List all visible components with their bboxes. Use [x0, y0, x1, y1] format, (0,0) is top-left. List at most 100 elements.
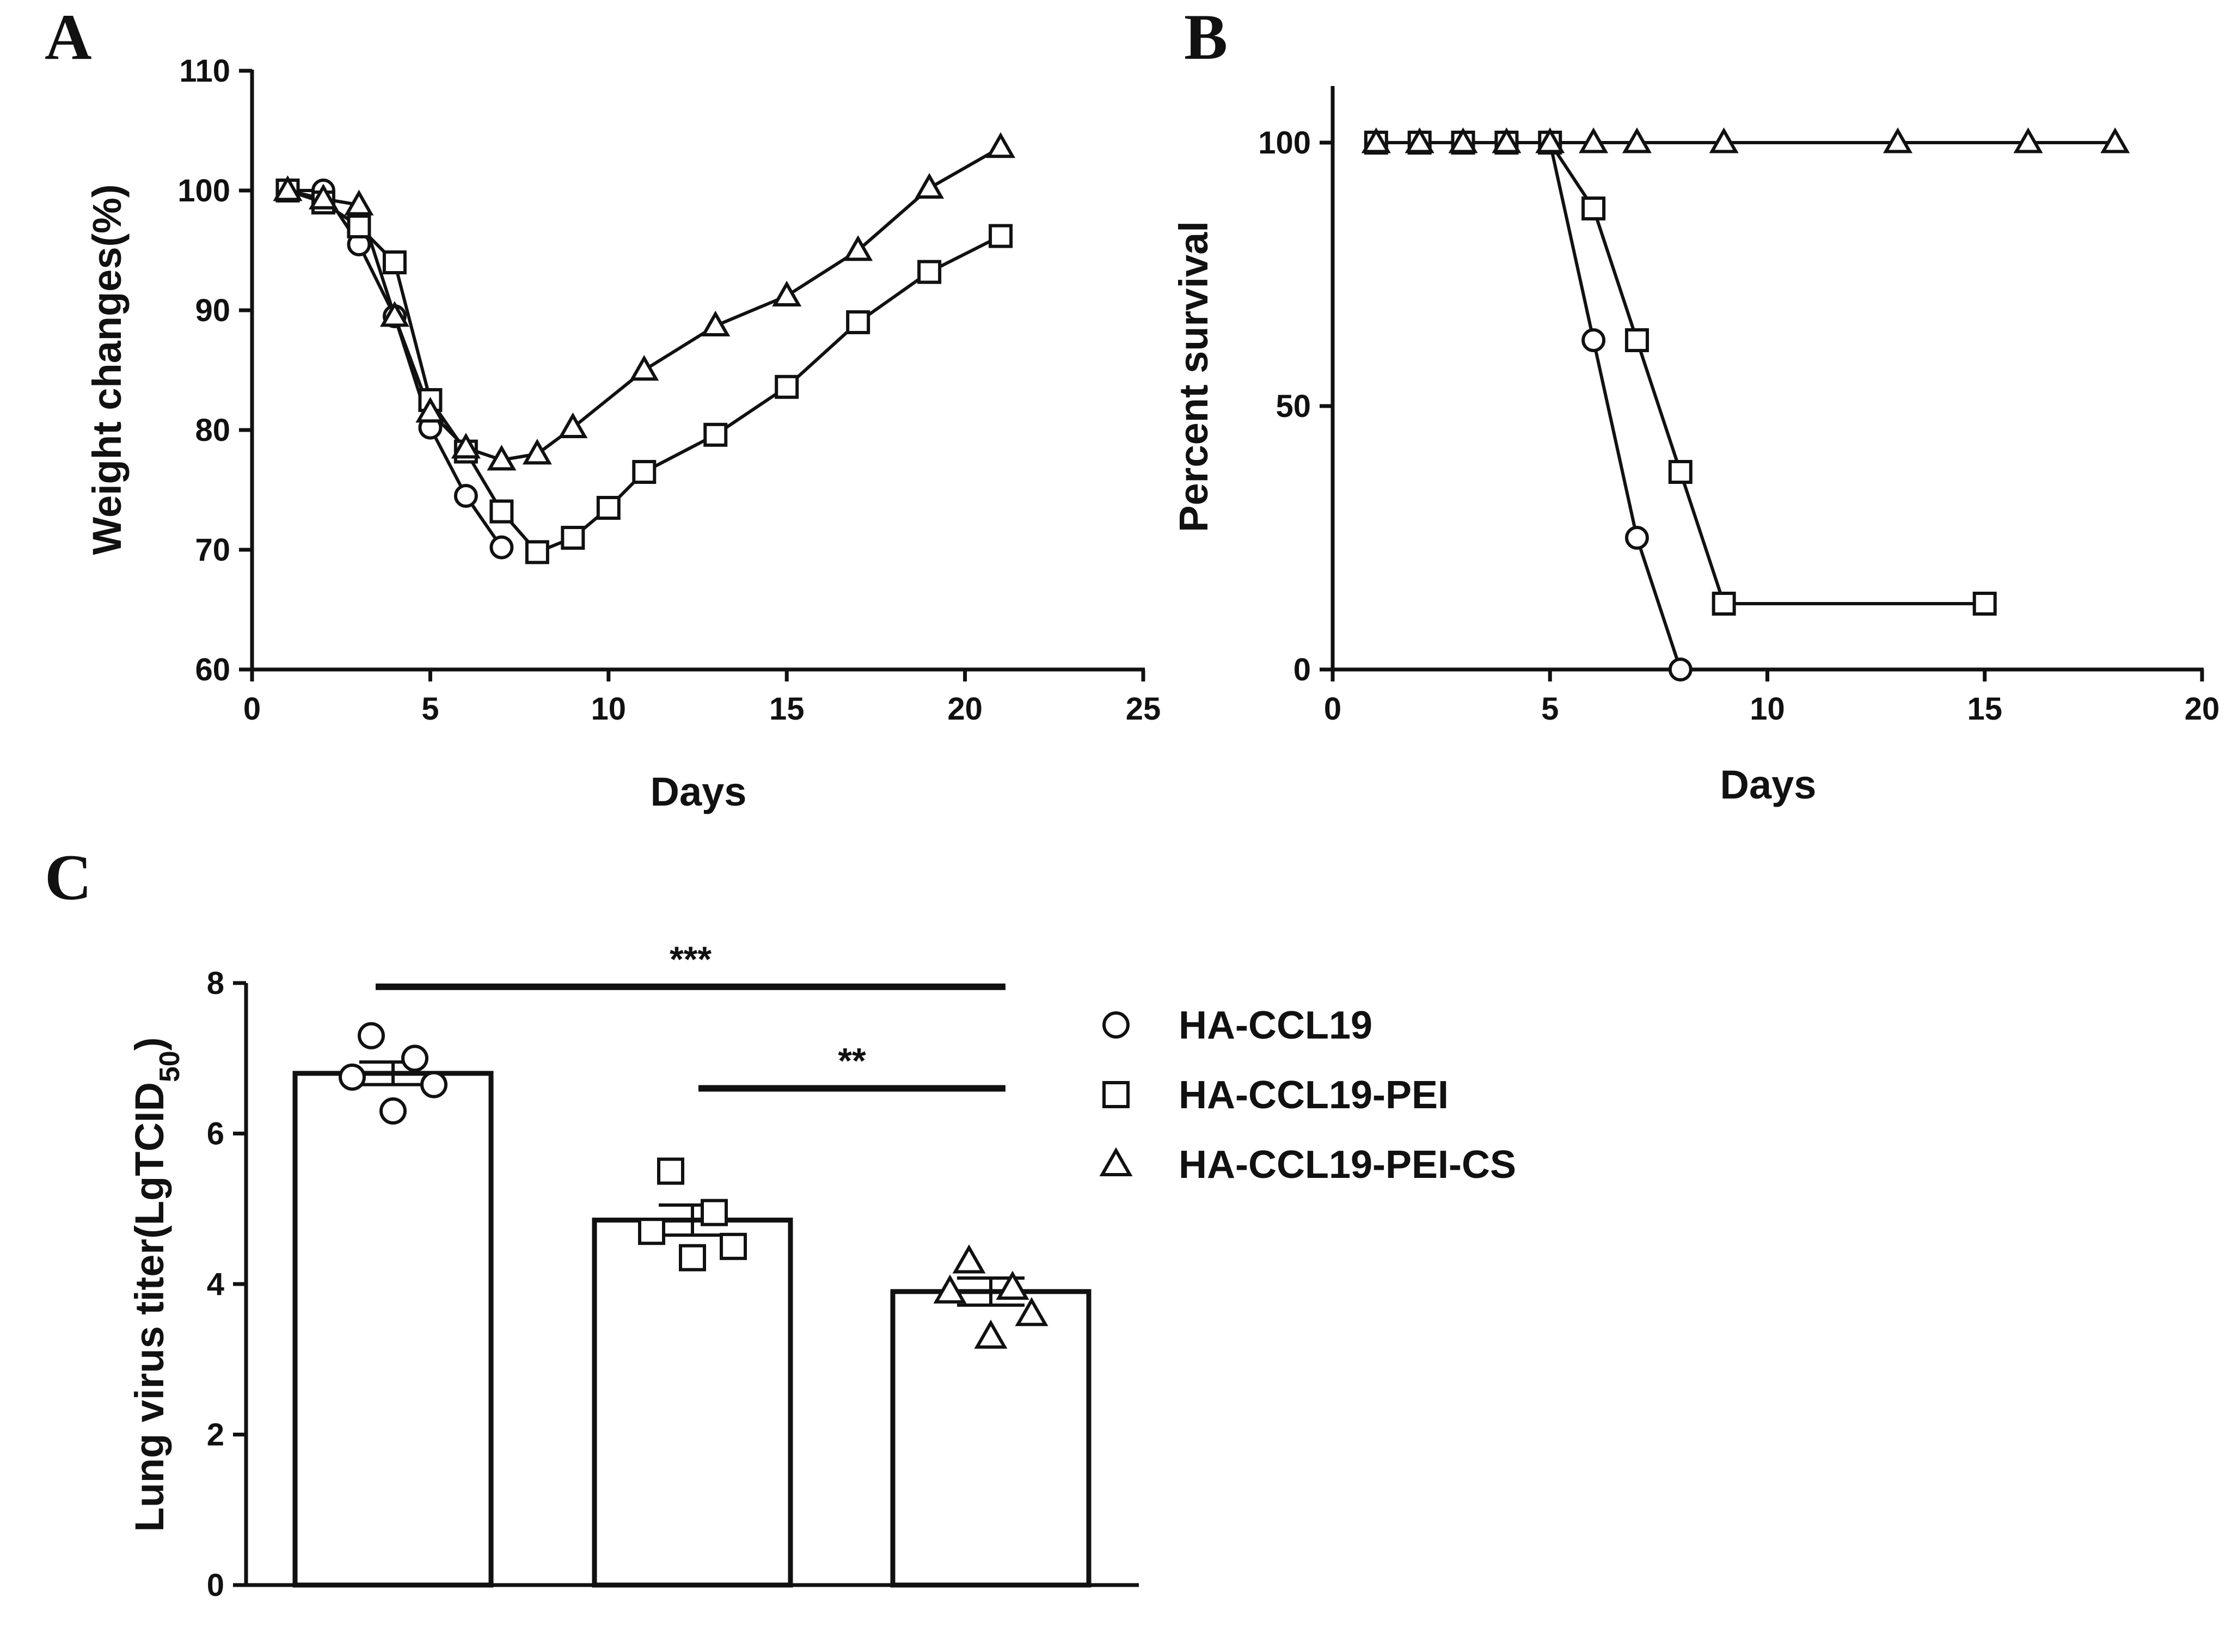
panel-a-point-ha-ccl19-pei-cs — [415, 397, 445, 423]
panel-c-y-tick-label: 2 — [207, 1417, 224, 1453]
legend-marker-square — [1102, 1081, 1130, 1108]
data-point-ha-ccl19-pei-cs — [952, 1244, 986, 1274]
panel-b-point-ha-ccl19-pei-cs — [1361, 127, 1391, 153]
data-point-ha-ccl19-pei — [657, 1157, 684, 1185]
data-point-ha-ccl19 — [420, 1071, 447, 1098]
panel-b-point-ha-ccl19-pei-cs — [2013, 127, 2043, 153]
data-point-ha-ccl19-pei-cs — [974, 1319, 1008, 1349]
panel-b-point-ha-ccl19-pei-cs — [1883, 127, 1913, 153]
panel-a-x-tick-label: 5 — [421, 691, 439, 727]
panel-b-point-ha-ccl19 — [1581, 328, 1606, 352]
bar-ha-ccl19-pei — [592, 1217, 793, 1588]
panel-b-x-tick-label: 10 — [1750, 691, 1785, 727]
panel-b-y-tick-label: 100 — [1258, 125, 1311, 161]
panel-b-point-ha-ccl19-pei-cs — [1405, 127, 1434, 153]
panel-b-point-ha-ccl19-pei — [1712, 592, 1736, 616]
panel-a-x-tick-label: 0 — [243, 691, 261, 727]
panel-letter-a: A — [45, 1, 92, 73]
panel-a-weight-chart: 0 5 10 15 20 25 60 70 80 90 100 110 Days Weight cha… — [84, 53, 1161, 814]
legend-label: HA-CCL19 — [1179, 1004, 1372, 1047]
data-point-ha-ccl19-pei — [638, 1218, 665, 1245]
panel-b-y-label: Percent survival — [1171, 221, 1216, 532]
panel-b-line-ha-ccl19 — [1376, 141, 1682, 670]
panel-b-survival-chart: 0 5 10 15 20 0 50 100 Days Percent survival — [1171, 86, 2219, 807]
data-point-ha-ccl19-pei-cs — [996, 1270, 1029, 1300]
panel-c-y-label-subscript: 50 — [154, 1051, 186, 1082]
panel-a-point-ha-ccl19-pei-cs — [843, 235, 873, 261]
panel-b-point-ha-ccl19-pei-cs — [1535, 127, 1565, 153]
panel-b-x-tick-label: 5 — [1541, 691, 1559, 727]
panel-a-x-label: Days — [651, 769, 747, 814]
panel-b-point-ha-ccl19-pei-cs — [1448, 127, 1478, 153]
significance-label: *** — [670, 939, 712, 979]
panel-b-point-ha-ccl19-pei-cs — [1622, 127, 1652, 153]
panel-a-point-ha-ccl19-pei — [525, 540, 549, 564]
panel-a-point-ha-ccl19-pei-cs — [308, 183, 338, 210]
panel-c-y-label-close: ) — [127, 1037, 172, 1051]
panel-c-y-tick-label: 4 — [207, 1267, 224, 1302]
panel-b-x-label: Days — [1720, 762, 1817, 807]
legend: HA-CCL19 HA-CCL19-PEI HA-CCL19-PEI-CS — [1099, 1004, 1516, 1187]
panel-b-line-ha-ccl19-pei — [1376, 141, 1985, 605]
panel-a-point-ha-ccl19-pei — [989, 224, 1013, 248]
panel-a-point-ha-ccl19-pei — [382, 250, 407, 274]
panel-b-y-tick-label: 50 — [1276, 389, 1311, 424]
panel-a-point-ha-ccl19 — [453, 484, 478, 508]
panel-a-x-tick-label: 15 — [769, 691, 805, 727]
panel-a-y-tick-label: 60 — [195, 652, 230, 687]
data-point-ha-ccl19-pei — [701, 1199, 728, 1226]
panel-a-line-ha-ccl19-pei — [287, 189, 1002, 554]
panel-b-x-tick-label: 0 — [1324, 691, 1341, 727]
panel-b-point-ha-ccl19 — [1668, 658, 1693, 681]
panel-letter-c: C — [45, 841, 92, 913]
panel-a-point-ha-ccl19-pei — [632, 460, 657, 484]
panel-b-x-tick-label: 20 — [2185, 691, 2220, 727]
panel-c-y-label-main: Lung virus titer(LgTCID — [127, 1082, 172, 1532]
panel-a-point-ha-ccl19-pei-cs — [451, 433, 481, 459]
panel-a-point-ha-ccl19-pei-cs — [915, 173, 945, 199]
bar-ha-ccl19 — [292, 1071, 494, 1588]
panel-b-point-ha-ccl19-pei — [1972, 592, 1997, 616]
panel-a-point-ha-ccl19-pei-cs — [487, 445, 517, 471]
panel-a-point-ha-ccl19-pei — [846, 310, 870, 334]
data-point-ha-ccl19 — [379, 1097, 407, 1125]
panel-b-point-ha-ccl19-pei — [1624, 328, 1649, 352]
panel-b-x-tick-label: 15 — [1967, 691, 2002, 727]
panel-a-x-tick-label: 10 — [591, 691, 627, 727]
data-point-ha-ccl19-pei — [720, 1232, 747, 1260]
panel-a-point-ha-ccl19-pei — [917, 260, 942, 284]
panel-a-point-ha-ccl19-pei-cs — [772, 280, 802, 306]
data-point-ha-ccl19 — [358, 1022, 385, 1049]
panel-a-y-tick-label: 70 — [195, 532, 230, 568]
panel-a-point-ha-ccl19-pei — [489, 499, 514, 524]
legend-marker-circle — [1102, 1011, 1130, 1039]
panel-a-point-ha-ccl19-pei-cs — [273, 175, 303, 201]
panel-a-point-ha-ccl19-pei-cs — [629, 355, 659, 381]
significance-label: ** — [838, 1041, 866, 1081]
data-point-ha-ccl19-pei-cs — [933, 1274, 967, 1304]
panel-a-y-tick-label: 100 — [177, 173, 230, 208]
panel-a-point-ha-ccl19-pei-cs — [522, 439, 552, 465]
legend-label: HA-CCL19-PEI — [1179, 1073, 1449, 1117]
legend-label: HA-CCL19-PEI-CS — [1179, 1143, 1516, 1187]
panel-b-point-ha-ccl19-pei — [1668, 460, 1693, 484]
panel-c-y-label: Lung virus titer(LgTCID50) — [127, 1037, 186, 1532]
legend-marker-triangle — [1099, 1147, 1133, 1176]
panel-b-point-ha-ccl19-pei-cs — [2100, 127, 2130, 153]
panel-a-y-tick-label: 80 — [195, 413, 230, 448]
panel-a-point-ha-ccl19-pei — [703, 422, 728, 447]
data-point-ha-ccl19-pei — [679, 1244, 706, 1272]
panel-c-y-tick-label: 8 — [207, 966, 224, 1001]
panel-b-point-ha-ccl19-pei — [1581, 196, 1606, 220]
panel-a-y-tick-label: 90 — [195, 293, 230, 328]
panel-a-point-ha-ccl19-pei-cs — [344, 189, 374, 216]
panel-b-point-ha-ccl19 — [1624, 526, 1649, 550]
panel-a-point-ha-ccl19-pei — [775, 374, 799, 399]
panel-a-point-ha-ccl19 — [489, 535, 514, 560]
panel-a-point-ha-ccl19-pei-cs — [379, 301, 409, 327]
panel-a-point-ha-ccl19-pei-cs — [701, 310, 731, 336]
panel-b-y-tick-label: 0 — [1293, 652, 1311, 687]
panel-a-y-tick-label: 110 — [179, 53, 230, 89]
data-point-ha-ccl19 — [401, 1045, 428, 1072]
